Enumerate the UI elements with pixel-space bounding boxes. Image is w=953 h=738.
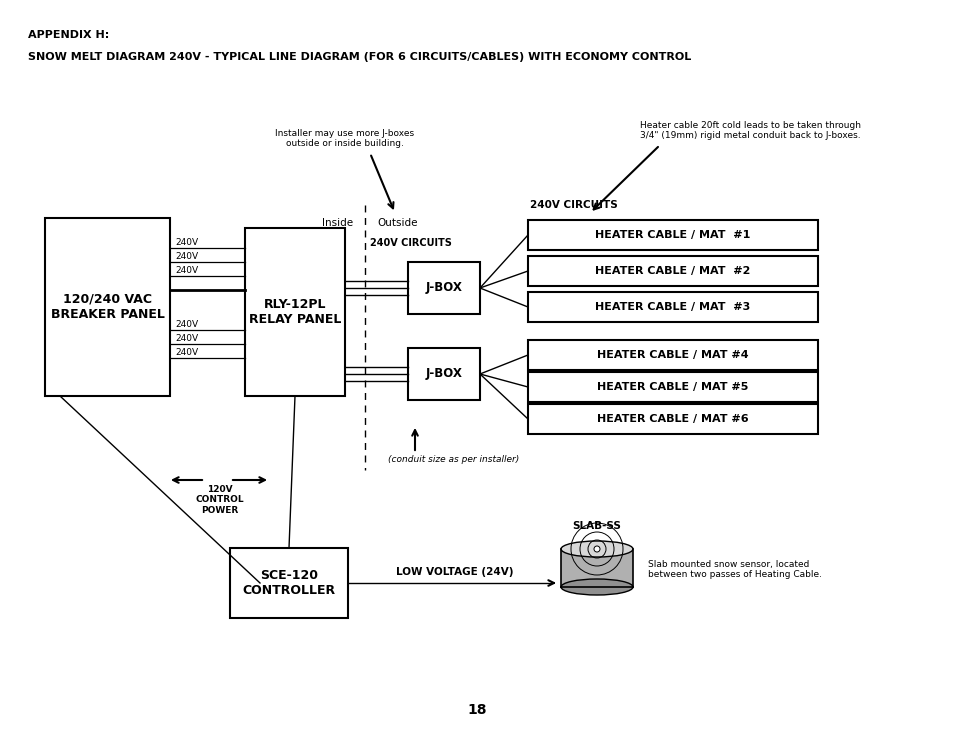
Text: HEATER CABLE / MAT #4: HEATER CABLE / MAT #4 (597, 350, 748, 360)
Text: Outside: Outside (376, 218, 417, 228)
Bar (527, 404, 817, 434)
Text: SLAB-SS: SLAB-SS (572, 521, 620, 531)
Text: 240V: 240V (174, 252, 198, 261)
Bar (527, 372, 817, 402)
Text: HEATER CABLE / MAT  #3: HEATER CABLE / MAT #3 (595, 302, 750, 312)
Text: Slab mounted snow sensor, located
between two passes of Heating Cable.: Slab mounted snow sensor, located betwee… (647, 560, 821, 579)
Bar (560, 549, 633, 587)
Text: LOW VOLTAGE (24V): LOW VOLTAGE (24V) (395, 567, 513, 577)
Text: J-BOX: J-BOX (425, 368, 462, 381)
Text: 240V: 240V (174, 348, 198, 357)
Text: SCE-120
CONTROLLER: SCE-120 CONTROLLER (242, 569, 335, 597)
Bar (230, 548, 348, 618)
Bar (527, 292, 817, 322)
Text: 240V: 240V (174, 320, 198, 329)
Text: Installer may use more J-boxes
outside or inside building.: Installer may use more J-boxes outside o… (275, 128, 415, 148)
Text: (conduit size as per installer): (conduit size as per installer) (388, 455, 518, 464)
Bar (527, 220, 817, 250)
Circle shape (594, 546, 599, 552)
Text: 18: 18 (467, 703, 486, 717)
Text: SNOW MELT DIAGRAM 240V - TYPICAL LINE DIAGRAM (FOR 6 CIRCUITS/CABLES) WITH ECONO: SNOW MELT DIAGRAM 240V - TYPICAL LINE DI… (28, 52, 691, 62)
Text: 240V: 240V (174, 238, 198, 247)
Text: HEATER CABLE / MAT  #2: HEATER CABLE / MAT #2 (595, 266, 750, 276)
Text: 240V: 240V (174, 334, 198, 343)
Bar (527, 256, 817, 286)
Text: 120V
CONTROL
POWER: 120V CONTROL POWER (195, 485, 244, 515)
Text: HEATER CABLE / MAT  #1: HEATER CABLE / MAT #1 (595, 230, 750, 240)
Bar (408, 348, 479, 400)
Text: RLY-12PL
RELAY PANEL: RLY-12PL RELAY PANEL (249, 298, 341, 326)
Bar (245, 228, 345, 396)
Text: 240V CIRCUITS: 240V CIRCUITS (370, 238, 452, 248)
Text: HEATER CABLE / MAT #5: HEATER CABLE / MAT #5 (597, 382, 748, 392)
Text: 240V: 240V (174, 266, 198, 275)
Text: Inside: Inside (321, 218, 353, 228)
Text: 240V CIRCUITS: 240V CIRCUITS (530, 200, 618, 210)
Ellipse shape (560, 541, 633, 557)
Text: 120/240 VAC
BREAKER PANEL: 120/240 VAC BREAKER PANEL (51, 293, 164, 321)
Bar (45, 218, 170, 396)
Bar (527, 340, 817, 370)
Ellipse shape (560, 579, 633, 595)
Text: Heater cable 20ft cold leads to be taken through
3/4" (19mm) rigid metal conduit: Heater cable 20ft cold leads to be taken… (639, 120, 861, 140)
Bar (408, 262, 479, 314)
Text: APPENDIX H:: APPENDIX H: (28, 30, 110, 40)
Text: J-BOX: J-BOX (425, 281, 462, 294)
Text: HEATER CABLE / MAT #6: HEATER CABLE / MAT #6 (597, 414, 748, 424)
